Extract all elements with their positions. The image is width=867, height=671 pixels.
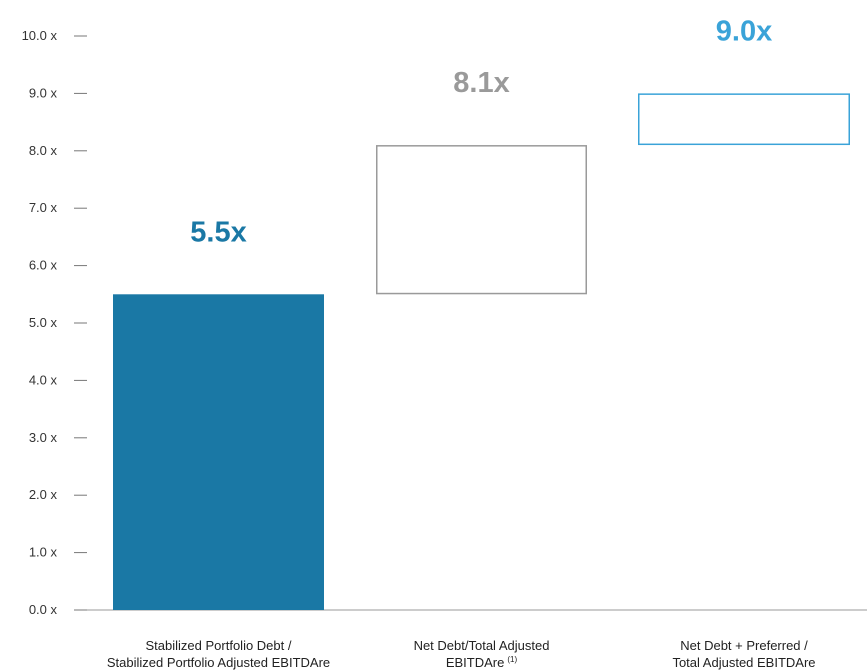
y-tick-label: 7.0 x: [29, 200, 58, 215]
category-label: Net Debt/Total Adjusted EBITDAre (1): [414, 638, 550, 670]
y-tick-label: 2.0 x: [29, 487, 58, 502]
y-tick-label: 3.0 x: [29, 430, 58, 445]
bar: [638, 93, 850, 146]
bar-value-label: 5.5x: [190, 216, 246, 248]
y-tick-label: 5.0 x: [29, 315, 58, 330]
y-tick-label: 9.0 x: [29, 85, 58, 100]
bar: [376, 145, 587, 295]
bars: 5.5x 8.1x 9.0x: [113, 15, 850, 610]
y-tick-label: 6.0 x: [29, 258, 58, 273]
bar-value-label: 9.0x: [716, 15, 772, 47]
y-tick-label: 10.0 x: [22, 28, 58, 43]
y-tick-label: 0.0 x: [29, 602, 58, 617]
category-labels: Stabilized Portfolio Debt / Stabilized Po…: [107, 638, 816, 670]
category-label: Stabilized Portfolio Debt / Stabilized Po…: [107, 638, 330, 670]
category-label: Net Debt + Preferred / Total Adjusted EBI…: [672, 638, 815, 670]
y-tick-label: 1.0 x: [29, 545, 58, 560]
bar-value-label: 8.1x: [453, 67, 509, 99]
y-tick-label: 8.0 x: [29, 143, 58, 158]
y-axis: 0.0 x 1.0 x 2.0 x 3.0 x 4.0 x 5.0 x 6.0 x 7.0 x…: [22, 28, 87, 617]
y-tick-label: 4.0 x: [29, 372, 58, 387]
bar: [113, 294, 324, 610]
